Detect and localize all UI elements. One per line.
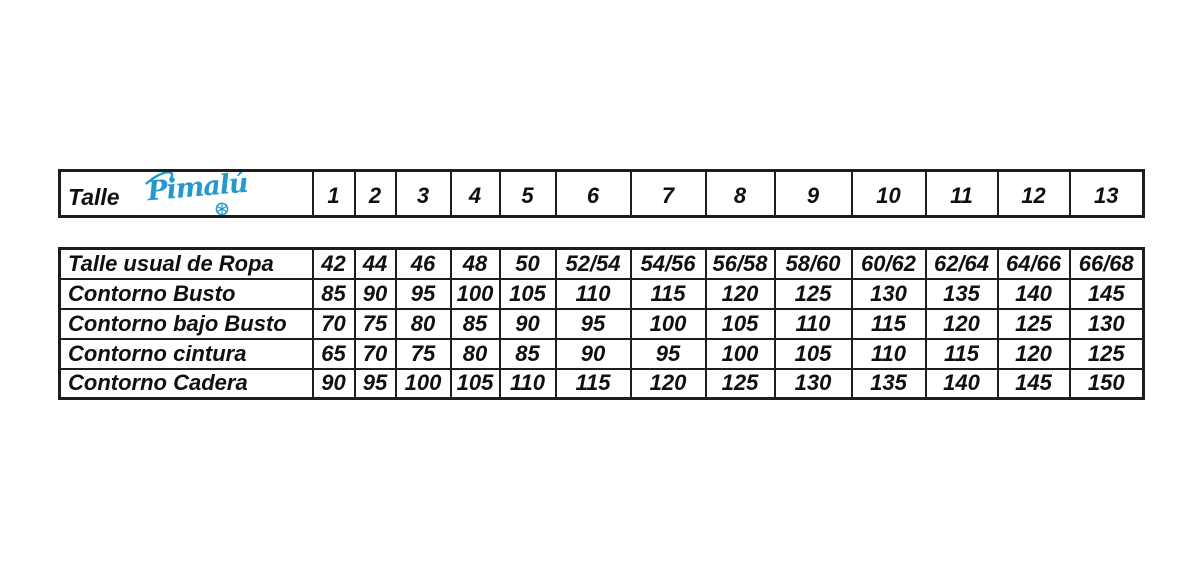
value-cell: 62/64	[924, 247, 999, 280]
size-header-row: Talle Pimalú	[58, 169, 1145, 218]
value-cell: 115	[924, 337, 999, 370]
value-cell: 70	[311, 307, 356, 340]
value-cell: 95	[394, 277, 452, 310]
value-cell: 90	[353, 277, 397, 310]
value-cell: 48	[449, 247, 501, 280]
value-cell: 46	[394, 247, 452, 280]
measurements-table: Talle usual de Ropa 42 44 46 48 50 52/54 54/56 5…	[58, 247, 1145, 400]
size-column-header: 2	[353, 169, 397, 218]
value-cell: 85	[449, 307, 501, 340]
value-cell: 110	[850, 337, 927, 370]
value-cell: 140	[924, 367, 999, 400]
value-cell: 130	[773, 367, 853, 400]
size-column-header: 7	[629, 169, 707, 218]
value-cell: 80	[449, 337, 501, 370]
value-cell: 95	[629, 337, 707, 370]
table-row: Contorno bajo Busto 70 75 80 85 90 95 100 105 110…	[58, 307, 1145, 340]
talle-label: Talle	[68, 184, 120, 210]
value-cell: 110	[554, 277, 632, 310]
row-label-cell: Talle usual de Ropa	[58, 247, 314, 280]
value-cell: 95	[353, 367, 397, 400]
value-cell: 50	[498, 247, 557, 280]
size-column-header: 9	[773, 169, 853, 218]
table-row: Contorno Cadera 90 95 100 105 110 115 120 125 130…	[58, 367, 1145, 400]
size-column-header: 11	[924, 169, 999, 218]
value-cell: 90	[498, 307, 557, 340]
size-column-header: 3	[394, 169, 452, 218]
row-label-cell: Contorno Cadera	[58, 367, 314, 400]
value-cell: 66/68	[1068, 247, 1145, 280]
brand-logo-script: Pimalú	[145, 171, 249, 207]
brand-logo-text: Pimalú	[145, 171, 249, 207]
value-cell: 145	[1068, 277, 1145, 310]
value-cell: 75	[394, 337, 452, 370]
value-cell: 85	[498, 337, 557, 370]
value-cell: 125	[704, 367, 776, 400]
table-row: Contorno cintura 65 70 75 80 85 90 95 100 105 110 1…	[58, 337, 1145, 370]
value-cell: 105	[773, 337, 853, 370]
value-cell: 125	[996, 307, 1071, 340]
table-row: Contorno Busto 85 90 95 100 105 110 115 120 125 13…	[58, 277, 1145, 310]
value-cell: 120	[629, 367, 707, 400]
value-cell: 135	[924, 277, 999, 310]
value-cell: 125	[773, 277, 853, 310]
size-column-header: 6	[554, 169, 632, 218]
value-cell: 145	[996, 367, 1071, 400]
value-cell: 95	[554, 307, 632, 340]
value-cell: 64/66	[996, 247, 1071, 280]
value-cell: 135	[850, 367, 927, 400]
value-cell: 90	[311, 367, 356, 400]
talle-brand-wrap: Talle Pimalú	[68, 171, 311, 215]
value-cell: 44	[353, 247, 397, 280]
talle-header-cell: Talle Pimalú	[58, 169, 314, 218]
value-cell: 105	[449, 367, 501, 400]
size-column-header: 1	[311, 169, 356, 218]
size-header-table: Talle Pimalú	[58, 169, 1145, 218]
value-cell: 42	[311, 247, 356, 280]
value-cell: 140	[996, 277, 1071, 310]
table-row: Talle usual de Ropa 42 44 46 48 50 52/54 54/56 5…	[58, 247, 1145, 280]
size-column-header: 12	[996, 169, 1071, 218]
value-cell: 115	[554, 367, 632, 400]
value-cell: 150	[1068, 367, 1145, 400]
value-cell: 110	[498, 367, 557, 400]
value-cell: 100	[449, 277, 501, 310]
value-cell: 52/54	[554, 247, 632, 280]
value-cell: 58/60	[773, 247, 853, 280]
value-cell: 130	[850, 277, 927, 310]
value-cell: 100	[629, 307, 707, 340]
row-label-cell: Contorno Busto	[58, 277, 314, 310]
value-cell: 120	[924, 307, 999, 340]
size-column-header: 5	[498, 169, 557, 218]
value-cell: 65	[311, 337, 356, 370]
value-cell: 56/58	[704, 247, 776, 280]
value-cell: 54/56	[629, 247, 707, 280]
value-cell: 115	[850, 307, 927, 340]
size-column-header: 13	[1068, 169, 1145, 218]
row-label-cell: Contorno cintura	[58, 337, 314, 370]
value-cell: 90	[554, 337, 632, 370]
value-cell: 115	[629, 277, 707, 310]
value-cell: 130	[1068, 307, 1145, 340]
value-cell: 120	[996, 337, 1071, 370]
value-cell: 100	[704, 337, 776, 370]
value-cell: 100	[394, 367, 452, 400]
registered-symbol-icon	[215, 202, 228, 215]
value-cell: 85	[311, 277, 356, 310]
value-cell: 75	[353, 307, 397, 340]
value-cell: 105	[704, 307, 776, 340]
size-column-header: 4	[449, 169, 501, 218]
brand-logo: Pimalú	[145, 171, 249, 215]
value-cell: 110	[773, 307, 853, 340]
value-cell: 70	[353, 337, 397, 370]
value-cell: 125	[1068, 337, 1145, 370]
value-cell: 80	[394, 307, 452, 340]
row-label-cell: Contorno bajo Busto	[58, 307, 314, 340]
value-cell: 60/62	[850, 247, 927, 280]
value-cell: 120	[704, 277, 776, 310]
size-column-header: 10	[850, 169, 927, 218]
value-cell: 105	[498, 277, 557, 310]
size-column-header: 8	[704, 169, 776, 218]
